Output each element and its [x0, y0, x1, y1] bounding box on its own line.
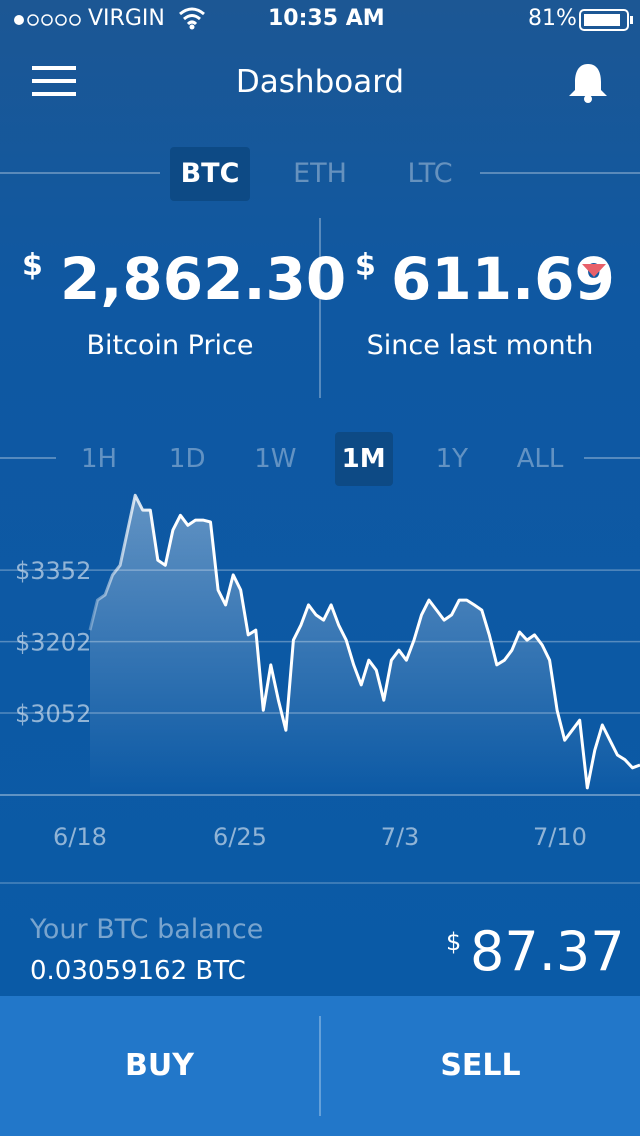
coin-tab[interactable]: BTC	[170, 147, 250, 201]
down-indicator	[582, 264, 606, 277]
price-line	[88, 493, 640, 790]
y-tick-label: $3352	[15, 557, 91, 585]
divider	[319, 218, 321, 398]
x-tick-label: 7/3	[381, 823, 420, 851]
divider	[0, 172, 160, 174]
price-area	[90, 495, 640, 795]
balance-usd: 87.37	[470, 920, 625, 983]
action-bar	[0, 996, 640, 1136]
status-icons	[14, 7, 633, 31]
divider	[0, 457, 56, 459]
carrier: VIRGIN	[88, 6, 165, 31]
divider	[480, 172, 640, 174]
range-tab[interactable]: ALL	[516, 444, 564, 474]
divider	[0, 882, 640, 884]
change-amount: 611.69	[391, 245, 615, 313]
x-tick-label: 6/18	[53, 823, 107, 851]
notifications-button[interactable]	[566, 60, 610, 104]
sell-button[interactable]: SELL	[440, 1048, 521, 1083]
y-tick-label: $3052	[15, 700, 91, 728]
price-chart: $3352 $3202 $3052 6/18 6/25 7/3 7/10	[15, 493, 640, 851]
x-tick-label: 7/10	[533, 823, 587, 851]
balance-label: Your BTC balance	[30, 914, 264, 945]
divider	[319, 1016, 321, 1116]
currency-symbol: $	[22, 248, 43, 283]
price-amount: 2,862.30	[60, 245, 347, 313]
range-tab[interactable]: 1M	[334, 432, 393, 486]
header-title: Dashboard	[235, 64, 405, 100]
currency-symbol: $	[355, 248, 376, 283]
price-label: Bitcoin Price	[86, 330, 254, 361]
x-tick-label: 6/25	[213, 823, 267, 851]
balance-btc: 0.03059162 BTC	[30, 956, 246, 986]
range-tab[interactable]: 1D	[168, 444, 206, 474]
clock: 10:35 AM	[268, 6, 385, 31]
currency-symbol: $	[446, 928, 462, 956]
coin-tab[interactable]: LTC	[407, 158, 453, 189]
menu-button[interactable]	[30, 64, 78, 100]
range-tab[interactable]: 1Y	[435, 444, 469, 474]
range-tab[interactable]: 1W	[254, 444, 297, 474]
change-label: Since last month	[366, 330, 594, 361]
coin-tab[interactable]: ETH	[293, 158, 347, 189]
battery-level: 81%	[528, 6, 577, 31]
divider	[584, 457, 640, 459]
buy-button[interactable]: BUY	[125, 1048, 194, 1083]
range-tab[interactable]: 1H	[80, 444, 118, 474]
y-tick-label: $3202	[15, 629, 91, 657]
